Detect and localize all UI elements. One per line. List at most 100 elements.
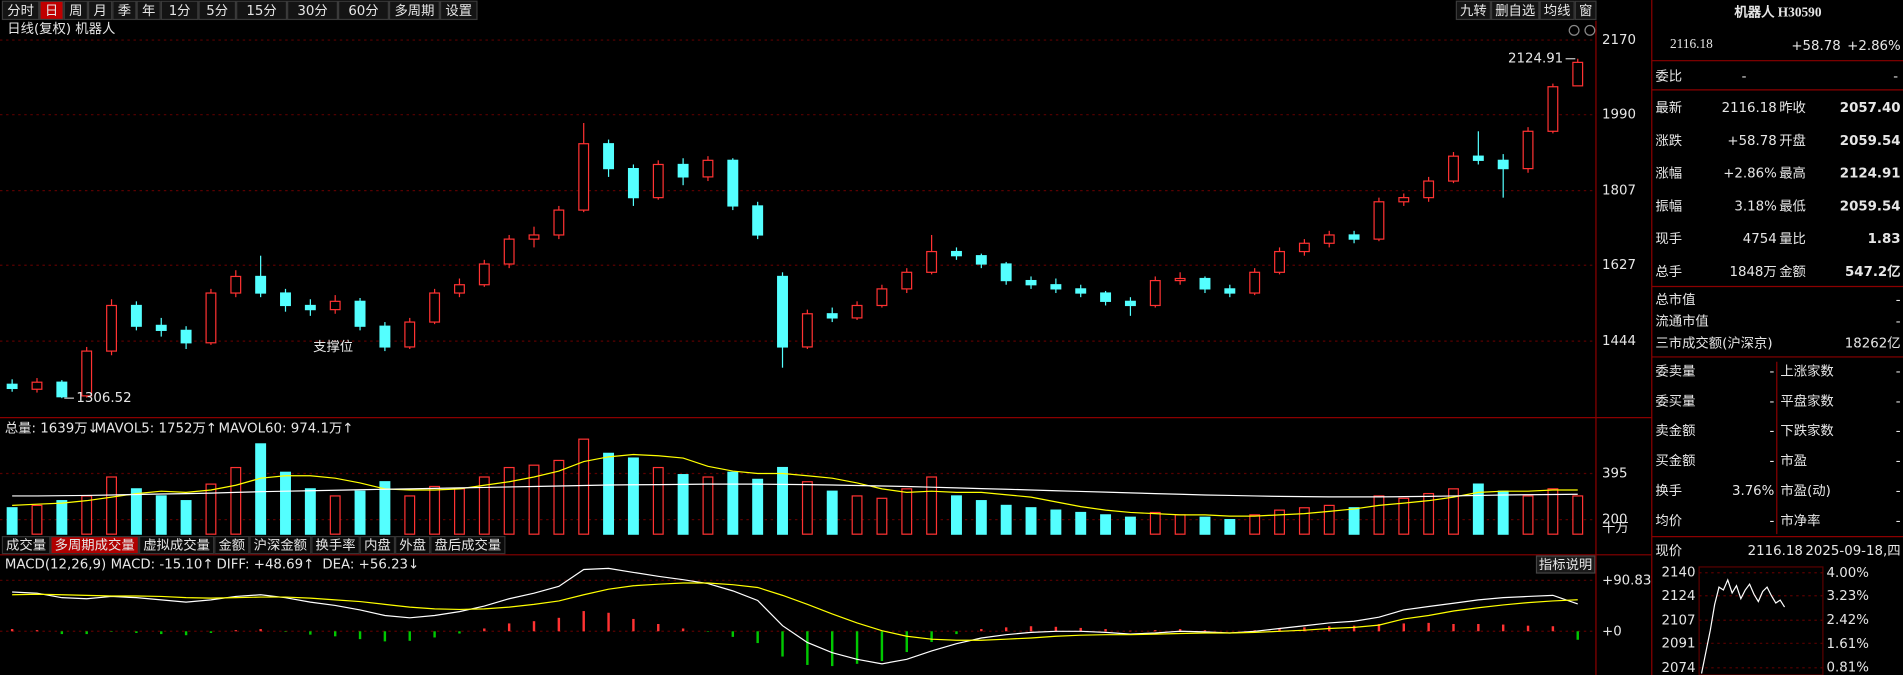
indicator-tab-label[interactable]: 多周期成交量 <box>55 537 135 554</box>
indicator-tab-label[interactable]: 成交量 <box>6 537 46 554</box>
period-button[interactable] <box>1 0 40 21</box>
indicator-tab[interactable] <box>430 535 506 555</box>
y-tick-label: 2107 <box>1662 613 1696 628</box>
period-button[interactable] <box>63 0 88 21</box>
period-button[interactable] <box>388 0 440 21</box>
period-label[interactable]: 日 <box>45 4 58 19</box>
volume-bar <box>777 466 788 535</box>
period-label[interactable]: 季 <box>118 3 131 19</box>
volume-bar <box>1572 495 1584 535</box>
volume-bar <box>255 443 267 535</box>
volume-bar <box>603 452 615 535</box>
indicator-tab[interactable] <box>1 535 51 555</box>
volume-bar <box>1298 507 1310 535</box>
zoom-in-icon[interactable] <box>1568 24 1580 36</box>
order-value: - <box>1770 514 1775 529</box>
period-label[interactable]: 周 <box>69 4 82 19</box>
indicator-tab[interactable] <box>138 535 215 555</box>
candle-body <box>329 300 341 311</box>
order-label: 市盈 <box>1780 452 1807 469</box>
volume-bar <box>578 438 590 535</box>
order-value: - <box>1896 394 1901 409</box>
period-button[interactable] <box>287 0 339 21</box>
tool-label[interactable]: 均线 <box>1544 3 1571 19</box>
indicator-tab[interactable] <box>359 535 396 555</box>
period-label[interactable]: 设置 <box>445 3 472 19</box>
period-label[interactable]: 5分 <box>206 3 228 19</box>
tool-label[interactable]: 九转 <box>1460 3 1487 19</box>
volume-bar <box>304 488 316 535</box>
legend-entry: MAVOL5: 1752万↑ <box>95 422 217 437</box>
indicator-tab-label[interactable]: 虚拟成交量 <box>143 537 210 554</box>
candle-body <box>180 329 192 344</box>
period-button[interactable] <box>236 0 288 21</box>
order-label: 平盘家数 <box>1780 392 1833 409</box>
legend-entry: DIFF: +48.69↑ <box>217 558 315 573</box>
period-button[interactable] <box>338 0 389 21</box>
indicator-tab-label[interactable]: 内盘 <box>364 537 391 554</box>
y-tick-label: 1807 <box>1602 184 1636 199</box>
volume-bar <box>926 476 938 535</box>
period-label[interactable]: 1分 <box>169 3 191 19</box>
indicator-tab[interactable] <box>311 535 360 555</box>
volume-bar <box>6 507 18 535</box>
candle-body <box>1174 277 1186 282</box>
indicator-tab[interactable] <box>249 535 312 555</box>
indicator-tab-label[interactable]: 金额 <box>218 538 245 554</box>
indicator-tab[interactable] <box>395 535 431 555</box>
help-button-label[interactable]: 指标说明 <box>1539 557 1592 573</box>
period-button[interactable] <box>439 0 478 21</box>
candle-body <box>901 271 913 290</box>
indicator-tab-label[interactable]: 换手率 <box>316 537 356 554</box>
legend-entry: MACD(12,26,9) <box>5 558 106 573</box>
period-button[interactable] <box>160 0 199 21</box>
stat-label: 最新 <box>1655 100 1682 116</box>
period-label[interactable]: 月 <box>93 4 106 19</box>
tool-button[interactable] <box>1490 0 1540 21</box>
candle-body <box>1224 288 1236 294</box>
volume-bar <box>1423 492 1435 535</box>
tool-label[interactable]: 窗 <box>1579 2 1592 19</box>
y2-tick-label: 4.00% <box>1827 566 1869 581</box>
period-button[interactable] <box>136 0 161 21</box>
volume-bar <box>1050 509 1062 535</box>
period-label[interactable]: 多周期 <box>394 2 434 19</box>
help-button[interactable] <box>1535 555 1596 574</box>
indicator-tab-label[interactable]: 盘后成交量 <box>434 537 501 554</box>
period-label[interactable]: 60分 <box>348 3 378 19</box>
volume-bar <box>1373 495 1385 535</box>
zoom-out-icon[interactable] <box>1584 24 1596 36</box>
period-label[interactable]: 年 <box>142 3 155 19</box>
period-button[interactable] <box>198 0 237 21</box>
volume-bar <box>752 478 764 535</box>
period-label[interactable]: 分时 <box>7 3 34 19</box>
candle-body <box>801 313 813 348</box>
indicator-tab[interactable] <box>50 535 139 555</box>
tool-button[interactable] <box>1539 0 1575 21</box>
candle-body <box>826 313 838 319</box>
y-tick-label: 2091 <box>1662 636 1696 651</box>
market-value: - <box>1896 293 1901 308</box>
stat-value: 1.83 <box>1868 232 1901 247</box>
y2-tick-label: 1.61% <box>1827 637 1869 652</box>
y2-tick-label: 2.42% <box>1827 613 1869 628</box>
volume-bar <box>975 500 987 535</box>
volume-bar <box>354 490 366 535</box>
period-button[interactable] <box>39 0 64 21</box>
period-label[interactable]: 30分 <box>297 3 327 19</box>
candle-body <box>951 250 962 257</box>
tool-button[interactable] <box>1455 0 1491 21</box>
stat-label: 量比 <box>1779 231 1806 247</box>
indicator-tab-label[interactable]: 沪深金额 <box>254 538 307 554</box>
tool-button[interactable] <box>1574 0 1597 21</box>
candle-body <box>1497 159 1509 170</box>
indicator-tab-label[interactable]: 外盘 <box>399 537 426 554</box>
period-button[interactable] <box>87 0 113 21</box>
tool-label[interactable]: 删自选 <box>1495 3 1535 19</box>
volume-bar <box>652 466 664 535</box>
period-label[interactable]: 15分 <box>246 3 276 19</box>
y2-tick-label: 0.81% <box>1827 661 1869 675</box>
candle-body <box>1050 284 1062 290</box>
indicator-tab[interactable] <box>214 535 250 555</box>
period-button[interactable] <box>112 0 137 21</box>
